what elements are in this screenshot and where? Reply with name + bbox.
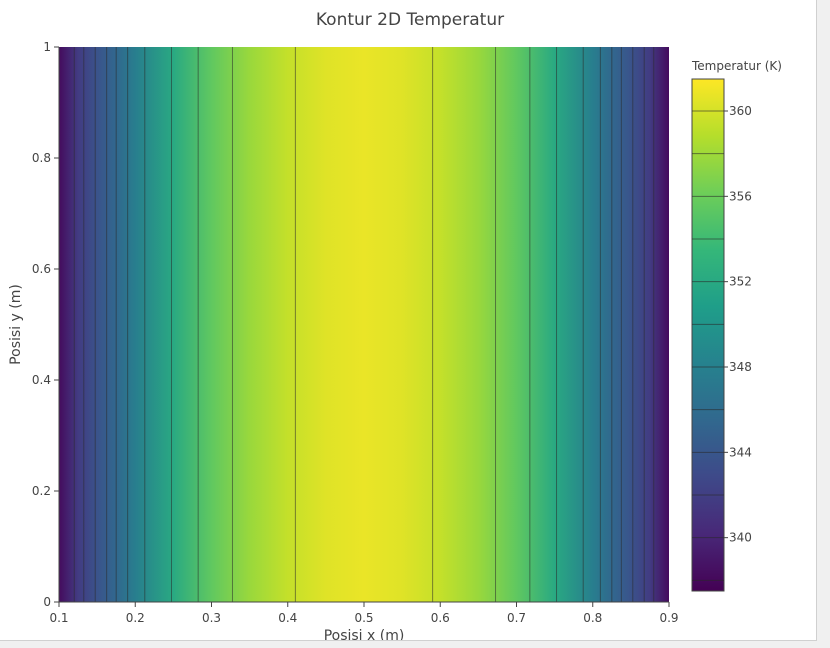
- x-axis-title: Posisi x (m): [324, 628, 405, 640]
- plot-area[interactable]: [59, 47, 669, 602]
- colorbar-tick-label: 348: [729, 360, 752, 374]
- x-tick-label: 0.1: [49, 611, 68, 625]
- chart-frame: Kontur 2D Temperatur 0.1 0.2 0.3 0.4 0.5 0.6 0…: [0, 0, 817, 641]
- y-tick-label: 0.4: [32, 373, 51, 387]
- colorbar-fill: [691, 78, 725, 592]
- x-tick-label: 0.7: [507, 611, 526, 625]
- x-axis: 0.1 0.2 0.3 0.4 0.5 0.6 0.7 0.8 0.9: [49, 601, 679, 625]
- y-axis: 0 0.2 0.4 0.6 0.8 1: [32, 40, 60, 609]
- x-tick-label: 0.8: [583, 611, 602, 625]
- contour-chart: Kontur 2D Temperatur 0.1 0.2 0.3 0.4 0.5 0.6 0…: [8, 10, 782, 640]
- x-tick-label: 0.3: [202, 611, 221, 625]
- x-tick-label: 0.2: [126, 611, 145, 625]
- chart-title: Kontur 2D Temperatur: [316, 10, 504, 30]
- y-tick-label: 1: [43, 40, 51, 54]
- colorbar: Temperatur (K) 340 344 348 352 356 360: [691, 59, 782, 592]
- y-axis-title: Posisi y (m): [8, 284, 24, 365]
- colorbar-tick-label: 356: [729, 189, 752, 203]
- colorbar-tick-label: 360: [729, 104, 752, 118]
- colorbar-tick-label: 340: [729, 531, 752, 545]
- x-tick-label: 0.6: [431, 611, 450, 625]
- colorbar-tick-label: 344: [729, 445, 752, 459]
- x-tick-label: 0.9: [659, 611, 678, 625]
- colorbar-tick-label: 352: [729, 275, 752, 289]
- contour-lines: [73, 47, 655, 602]
- colorbar-title: Temperatur (K): [691, 59, 782, 73]
- x-tick-label: 0.5: [354, 611, 373, 625]
- contour-fill: [59, 47, 669, 602]
- y-tick-label: 0.6: [32, 262, 51, 276]
- y-tick-label: 0.8: [32, 151, 51, 165]
- y-tick-label: 0.2: [32, 484, 51, 498]
- y-tick-label: 0: [43, 595, 51, 609]
- x-tick-label: 0.4: [278, 611, 297, 625]
